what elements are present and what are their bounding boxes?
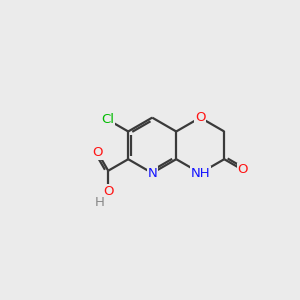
- Text: Cl: Cl: [102, 113, 115, 126]
- Text: O: O: [103, 185, 113, 198]
- Text: N: N: [147, 167, 157, 180]
- Text: NH: NH: [190, 167, 210, 180]
- Text: O: O: [93, 146, 103, 159]
- Text: H: H: [95, 196, 105, 209]
- Text: O: O: [195, 111, 206, 124]
- Text: O: O: [238, 164, 248, 176]
